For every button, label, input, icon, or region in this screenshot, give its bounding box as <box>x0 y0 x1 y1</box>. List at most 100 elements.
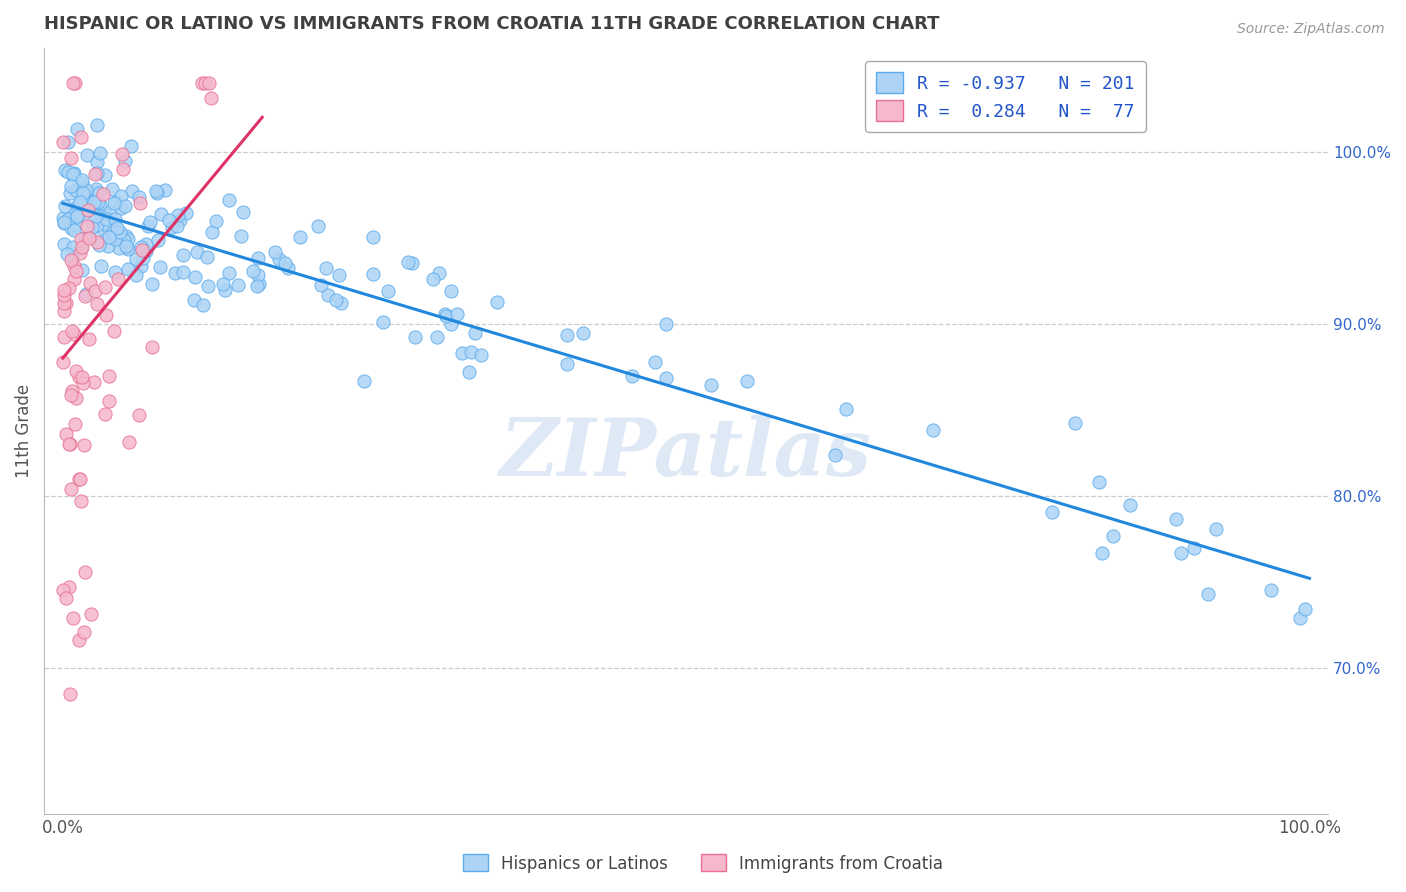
Point <box>169 212 191 227</box>
Point <box>91 187 114 202</box>
Point <box>129 195 152 210</box>
Point <box>72 376 94 390</box>
Point <box>433 307 456 321</box>
Point <box>1119 498 1142 512</box>
Point <box>110 189 132 203</box>
Point <box>200 91 222 105</box>
Point <box>94 169 117 183</box>
Point <box>66 209 89 223</box>
Point <box>159 213 181 227</box>
Point <box>79 607 101 622</box>
Point <box>1064 416 1087 430</box>
Point <box>149 260 172 274</box>
Point <box>58 135 80 149</box>
Point <box>191 76 214 90</box>
Point <box>114 199 136 213</box>
Point <box>166 219 188 234</box>
Point <box>1042 505 1064 519</box>
Point <box>86 166 108 180</box>
Point <box>55 427 77 442</box>
Point <box>56 164 79 178</box>
Point <box>62 271 84 285</box>
Point <box>1164 512 1187 526</box>
Point <box>700 378 723 392</box>
Point <box>363 229 385 244</box>
Point <box>86 219 108 233</box>
Point <box>194 76 217 90</box>
Point <box>247 277 270 291</box>
Point <box>63 204 86 219</box>
Point <box>426 330 449 344</box>
Point <box>470 348 492 362</box>
Point <box>277 260 299 275</box>
Point <box>62 223 84 237</box>
Point <box>62 76 84 90</box>
Point <box>735 374 758 388</box>
Point <box>132 241 155 255</box>
Point <box>62 167 84 181</box>
Point <box>72 177 94 191</box>
Point <box>195 250 218 264</box>
Point <box>198 76 221 90</box>
Point <box>353 374 375 388</box>
Point <box>145 184 167 198</box>
Point <box>307 219 329 233</box>
Point <box>247 268 270 282</box>
Point <box>73 288 96 302</box>
Point <box>146 186 169 201</box>
Point <box>267 252 290 267</box>
Point <box>434 310 457 324</box>
Point <box>450 346 472 360</box>
Point <box>486 294 509 309</box>
Point <box>166 208 188 222</box>
Point <box>1170 546 1192 560</box>
Point <box>464 326 486 341</box>
Point <box>121 184 143 198</box>
Point <box>1197 587 1219 601</box>
Point <box>129 260 152 274</box>
Point <box>139 215 162 229</box>
Point <box>184 270 207 285</box>
Point <box>87 194 110 209</box>
Point <box>309 278 332 293</box>
Point <box>83 375 105 389</box>
Point <box>242 264 264 278</box>
Point <box>97 239 120 253</box>
Point <box>60 252 83 266</box>
Point <box>246 278 269 293</box>
Point <box>141 340 163 354</box>
Point <box>835 401 858 416</box>
Text: Source: ZipAtlas.com: Source: ZipAtlas.com <box>1237 22 1385 37</box>
Point <box>107 271 129 285</box>
Point <box>315 260 337 275</box>
Point <box>66 197 89 211</box>
Point <box>60 324 83 338</box>
Point <box>63 260 86 274</box>
Point <box>218 193 240 207</box>
Point <box>53 296 76 310</box>
Point <box>460 344 482 359</box>
Point <box>104 265 127 279</box>
Point <box>125 252 148 266</box>
Point <box>148 233 170 247</box>
Point <box>59 482 82 496</box>
Point <box>160 219 183 234</box>
Point <box>94 280 117 294</box>
Point <box>105 194 128 209</box>
Point <box>87 237 110 252</box>
Point <box>108 225 131 239</box>
Text: ZIPatlas: ZIPatlas <box>501 416 872 493</box>
Point <box>52 355 75 369</box>
Point <box>52 288 75 302</box>
Point <box>52 330 75 344</box>
Point <box>111 162 134 177</box>
Point <box>110 201 132 215</box>
Point <box>131 243 153 257</box>
Point <box>93 207 115 221</box>
Point <box>76 219 98 234</box>
Point <box>72 240 94 254</box>
Point <box>89 145 111 160</box>
Point <box>90 259 112 273</box>
Point <box>422 272 444 286</box>
Point <box>59 437 82 451</box>
